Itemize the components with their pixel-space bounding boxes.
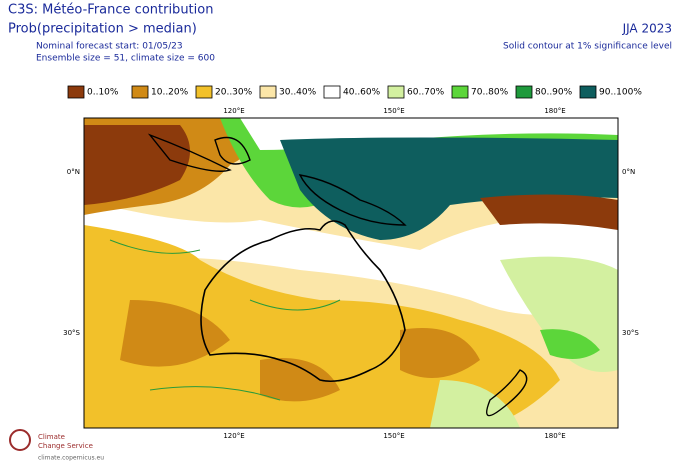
- logo-icon: [9, 429, 31, 451]
- field-teal: [280, 137, 618, 240]
- legend-swatch: [323, 85, 341, 99]
- lon-label-bottom: 150°E: [383, 432, 404, 440]
- legend-swatch: [579, 85, 597, 99]
- title: C3S: Météo-France contribution: [8, 3, 213, 18]
- field-brown-east: [480, 194, 618, 230]
- legend-label: 30..40%: [279, 88, 317, 98]
- legend-swatch: [259, 85, 277, 99]
- legend-label: 0..10%: [87, 88, 119, 98]
- legend: 0..10% 10..20% 20..30% 30..40% 40..60% 60..70…: [67, 85, 642, 99]
- legend-swatch: [515, 85, 533, 99]
- field-orange-south: [120, 300, 480, 402]
- lat-label-left: 30°S: [63, 329, 80, 337]
- field-lightgreen: [430, 256, 618, 428]
- lon-label-top: 150°E: [383, 107, 404, 115]
- logo-line1: Climate: [38, 433, 65, 441]
- map-labels: 120°E 120°E 150°E 150°E 180°E 180°E 0°N 0°N 30°S…: [63, 107, 639, 440]
- map-frame: [83, 117, 619, 429]
- lon-label-top: 120°E: [223, 107, 244, 115]
- legend-label: 40..60%: [343, 88, 381, 98]
- legend-swatch: [387, 85, 405, 99]
- australia-coast: [200, 220, 406, 383]
- legend-label: 60..70%: [407, 88, 445, 98]
- coastlines: [147, 133, 528, 417]
- lon-label-bottom: 180°E: [544, 432, 565, 440]
- legend-swatch: [131, 85, 149, 99]
- lat-label-left: 0°N: [67, 168, 80, 176]
- ensemble-size: Ensemble size = 51, climate size = 600: [36, 54, 215, 64]
- legend-label: 10..20%: [151, 88, 189, 98]
- season: JJA 2023: [622, 22, 672, 36]
- logo-line2: Change Service: [38, 442, 93, 450]
- legend-swatch: [451, 85, 469, 99]
- subtitle: Prob(precipitation > median): [8, 22, 197, 37]
- footer-url: climate.copernicus.eu: [38, 455, 104, 462]
- significance-note: Solid contour at 1% significance level: [503, 42, 672, 52]
- field-white: [84, 200, 618, 315]
- lat-label-right: 0°N: [622, 168, 635, 176]
- legend-label: 80..90%: [535, 88, 573, 98]
- legend-label: 20..30%: [215, 88, 253, 98]
- legend-swatch: [67, 85, 85, 99]
- significance-contours: [109, 239, 341, 401]
- forecast-start: Nominal forecast start: 01/05/23: [36, 42, 183, 52]
- legend-label: 70..80%: [471, 88, 509, 98]
- legend-label: 90..100%: [599, 88, 642, 98]
- lat-label-right: 30°S: [622, 329, 639, 337]
- field-green-south: [540, 329, 600, 359]
- legend-swatch: [195, 85, 213, 99]
- lon-label-bottom: 120°E: [223, 432, 244, 440]
- lon-label-top: 180°E: [544, 107, 565, 115]
- field-brown: [84, 125, 190, 205]
- map: [84, 118, 618, 428]
